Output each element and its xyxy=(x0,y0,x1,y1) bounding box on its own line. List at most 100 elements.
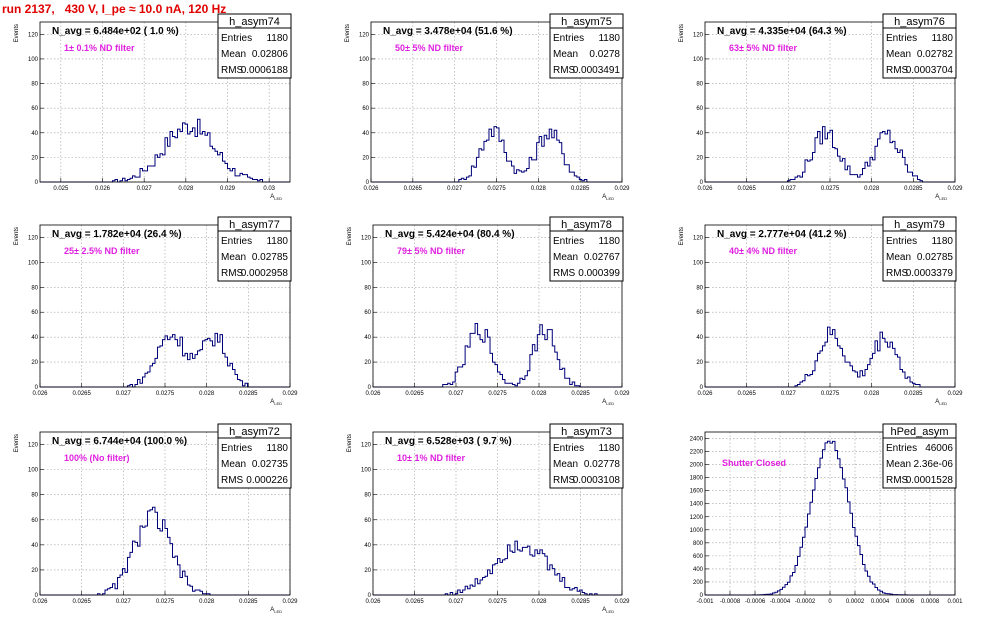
x-tick-label: 0.029 xyxy=(614,391,630,397)
histogram-panel-h_asym78: 0 20 40 60 80 100 120 0.026 0.0265 0.027 0.0275 0.0… xyxy=(347,216,630,406)
histogram-name: hPed_asym xyxy=(890,426,948,438)
stat-value-mean: 0.0278 xyxy=(589,49,620,60)
y-tick-label: 80 xyxy=(31,82,38,88)
x-axis-label: ALED xyxy=(935,399,947,406)
y-tick-label: 60 xyxy=(31,106,38,112)
y-tick-label: 80 xyxy=(31,493,38,499)
x-tick-label: 0.028 xyxy=(199,599,215,605)
y-tick-label: 120 xyxy=(361,235,372,241)
y-tick-label: 80 xyxy=(696,285,703,291)
x-tick-label: 0.028 xyxy=(199,391,215,397)
y-tick-label: 40 xyxy=(696,131,703,137)
histogram-name: h_asym73 xyxy=(561,426,612,438)
plot-frame xyxy=(370,21,623,183)
x-tick-label: 0.0006 xyxy=(896,599,915,605)
x-tick-label: 0 xyxy=(828,599,832,605)
stat-value-mean: 0.02735 xyxy=(252,459,289,470)
stat-value-mean: 0.02767 xyxy=(584,252,621,263)
x-tick-label: 0.029 xyxy=(947,391,963,397)
x-axis-label: ALED xyxy=(270,194,282,201)
histogram-panel-h_asym72: 0 20 40 60 80 100 120 0.026 0.0265 0.027 0.0275 0.0… xyxy=(14,423,298,614)
x-tick-label: 0.027 xyxy=(116,391,132,397)
y-tick-label: 1400 xyxy=(690,502,704,508)
stat-value-entries: 1180 xyxy=(598,443,620,454)
y-tick-label: 800 xyxy=(693,541,704,547)
x-tick-label: 0.029 xyxy=(220,186,236,192)
x-tick-label: -0.0002 xyxy=(795,599,816,605)
plot-frame xyxy=(372,224,623,388)
stat-value-rms: 0.0006188 xyxy=(241,65,289,76)
x-tick-label: 0.0285 xyxy=(571,186,590,192)
x-tick-label: 0.027 xyxy=(448,391,464,397)
x-tick-label: 0.03 xyxy=(263,186,275,192)
y-tick-label: 40 xyxy=(31,335,38,341)
filter-label: Shutter Closed xyxy=(722,458,786,468)
y-tick-label: 2000 xyxy=(690,463,704,469)
stat-label-mean: Mean xyxy=(886,49,911,60)
n-avg-label: N_avg = 6.744e+04 (100.0 %) xyxy=(52,436,187,447)
y-tick-label: 100 xyxy=(693,57,704,63)
plot-frame xyxy=(39,21,291,183)
y-tick-label: 0 xyxy=(35,385,39,391)
stat-value-entries: 1180 xyxy=(598,236,620,247)
histogram-panel-h_asym79: 0 20 40 60 80 100 120 0.026 0.0265 0.027 0.0275 0.0… xyxy=(679,216,963,406)
stat-value-entries: 1180 xyxy=(598,33,620,44)
stat-value-mean: 0.02806 xyxy=(252,49,289,60)
n-avg-label: N_avg = 6.528e+03 ( 9.7 %) xyxy=(385,436,512,447)
y-tick-label: 0 xyxy=(700,385,704,391)
stat-label-entries: Entries xyxy=(221,33,252,44)
stat-value-mean: 0.02782 xyxy=(917,49,954,60)
stats-box: hPed_asym Entries 46006 Mean 2.36e-06 RMS0.00… xyxy=(882,423,957,489)
plot-frame xyxy=(704,431,956,596)
x-tick-label: 0.026 xyxy=(365,599,381,605)
y-tick-label: 0 xyxy=(366,180,370,186)
y-tick-label: 20 xyxy=(31,568,38,574)
stat-label-rms: RMS xyxy=(553,268,576,279)
y-tick-label: 0 xyxy=(700,593,704,599)
y-tick-label: 0 xyxy=(700,180,704,186)
stat-label-mean: Mean xyxy=(221,49,246,60)
y-tick-label: 120 xyxy=(28,443,39,449)
stat-label-rms: RMS xyxy=(553,65,576,76)
y-tick-label: 80 xyxy=(696,82,703,88)
y-tick-label: 20 xyxy=(696,360,703,366)
y-tick-label: 100 xyxy=(359,57,370,63)
x-tick-label: 0.0275 xyxy=(488,391,507,397)
y-tick-label: 80 xyxy=(31,285,38,291)
plot-frame xyxy=(704,21,956,183)
stat-label-mean: Mean xyxy=(221,459,246,470)
run-title: run 2137, 430 V, I_pe ≈ 10.0 nA, 120 Hz xyxy=(2,2,227,16)
stat-label-entries: Entries xyxy=(553,236,584,247)
n-avg-label: N_avg = 1.782e+04 (26.4 %) xyxy=(52,229,182,240)
stats-box: h_asym75 Entries 1180 Mean 0.0278 RMS0.000349… xyxy=(549,13,624,79)
y-tick-label: 40 xyxy=(364,335,371,341)
stat-label-rms: RMS xyxy=(886,475,909,486)
y-tick-label: 120 xyxy=(28,235,39,241)
x-axis-label: ALED xyxy=(602,194,614,201)
stat-value-entries: 46006 xyxy=(925,443,953,454)
y-tick-label: 100 xyxy=(361,260,372,266)
filter-label: 25± 2.5% ND filter xyxy=(64,246,140,256)
y-tick-label: 20 xyxy=(362,155,369,161)
y-tick-label: 60 xyxy=(696,106,703,112)
x-tick-label: 0.027 xyxy=(137,186,153,192)
stat-label-mean: Mean xyxy=(553,49,578,60)
y-tick-label: 100 xyxy=(28,57,39,63)
stat-label-entries: Entries xyxy=(553,33,584,44)
x-tick-label: 0.029 xyxy=(614,599,630,605)
stat-value-mean: 0.02785 xyxy=(917,252,954,263)
x-tick-label: 0.0275 xyxy=(821,391,840,397)
y-tick-label: 1800 xyxy=(690,476,704,482)
x-axis-label: ALED xyxy=(935,194,947,201)
y-tick-label: 60 xyxy=(31,518,38,524)
x-tick-label: 0.028 xyxy=(864,186,880,192)
y-tick-label: 120 xyxy=(359,32,370,38)
stat-label-rms: RMS xyxy=(221,475,244,486)
y-tick-label: 100 xyxy=(693,260,704,266)
x-tick-label: 0.0265 xyxy=(72,391,91,397)
y-tick-label: 1600 xyxy=(690,489,704,495)
plot-frame xyxy=(704,224,956,388)
histogram-panel-h_asym74: 0 20 40 60 80 100 120 0.025 0.026 0.027 0.028 0.029… xyxy=(14,13,292,201)
stat-value-mean: 2.36e-06 xyxy=(914,459,954,470)
